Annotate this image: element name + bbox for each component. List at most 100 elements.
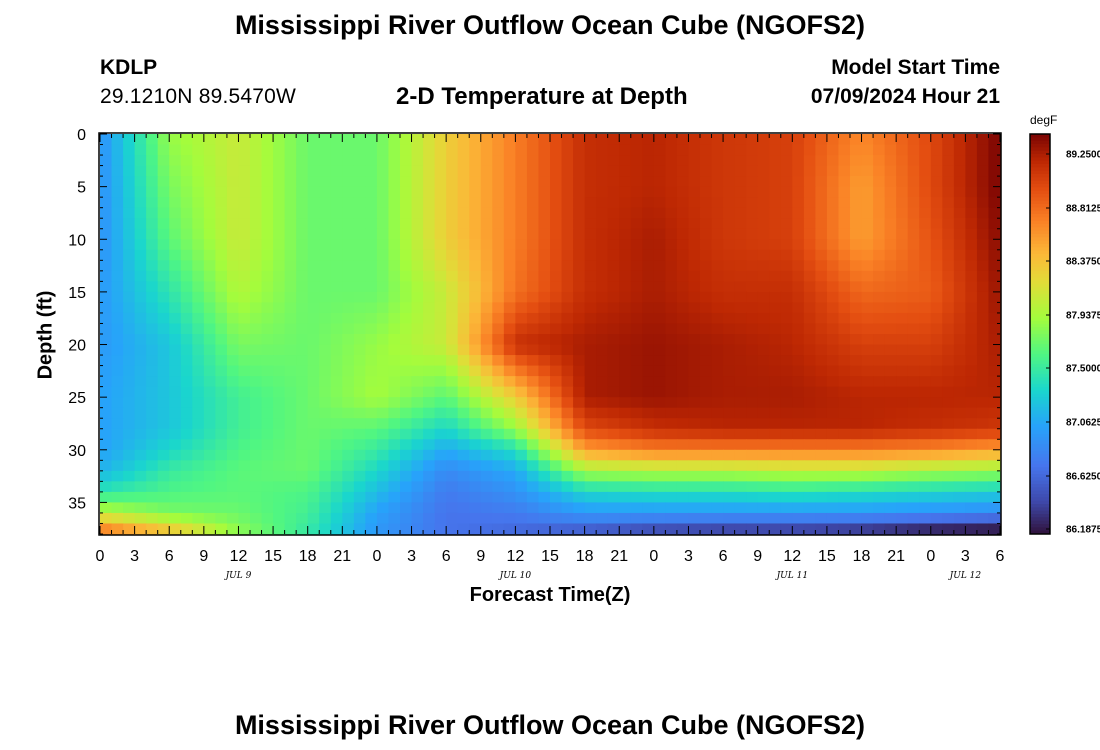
heatmap-cell bbox=[619, 344, 632, 356]
heatmap-cell bbox=[515, 365, 528, 377]
heatmap-cell bbox=[953, 523, 966, 535]
heatmap-cell bbox=[607, 418, 620, 430]
heatmap-cell bbox=[134, 523, 147, 535]
heatmap-cell bbox=[238, 439, 251, 451]
heatmap-cell bbox=[492, 418, 505, 430]
heatmap-cell bbox=[873, 302, 886, 314]
heatmap-cell bbox=[388, 249, 401, 261]
heatmap-cell bbox=[503, 365, 516, 377]
heatmap-cell bbox=[630, 249, 643, 261]
heatmap-cell bbox=[919, 418, 932, 430]
heatmap-cell bbox=[192, 365, 205, 377]
heatmap-cell bbox=[676, 460, 690, 472]
heatmap-cell bbox=[503, 470, 516, 482]
heatmap-cell bbox=[446, 344, 459, 356]
heatmap-cell bbox=[561, 144, 574, 156]
heatmap-cell bbox=[653, 323, 666, 335]
heatmap-cell bbox=[907, 334, 920, 346]
heatmap-cell bbox=[584, 512, 597, 525]
heatmap-cell bbox=[192, 270, 205, 282]
heatmap-cell bbox=[665, 397, 678, 409]
heatmap-cell bbox=[261, 291, 274, 304]
heatmap-cell bbox=[665, 376, 678, 388]
heatmap-cell bbox=[157, 407, 170, 419]
heatmap-cell bbox=[630, 470, 643, 482]
heatmap-cell bbox=[942, 176, 955, 188]
heatmap-cell bbox=[480, 186, 493, 198]
heatmap-cell bbox=[769, 449, 782, 461]
heatmap-cell bbox=[434, 470, 447, 482]
heatmap-cell bbox=[561, 376, 574, 388]
heatmap-cell bbox=[307, 481, 320, 493]
heatmap-cell bbox=[376, 239, 390, 251]
model-start-time: 07/09/2024 Hour 21 bbox=[810, 85, 1000, 108]
heatmap-cell bbox=[815, 207, 828, 219]
heatmap-cell bbox=[907, 460, 920, 472]
heatmap-cell bbox=[123, 481, 136, 493]
heatmap-cell bbox=[226, 439, 240, 451]
heatmap-cell bbox=[700, 176, 713, 188]
heatmap-cell bbox=[665, 197, 678, 209]
colorbar-swatch bbox=[1030, 514, 1050, 518]
heatmap-cell bbox=[457, 197, 470, 209]
heatmap-cell bbox=[861, 218, 874, 230]
heatmap-cell bbox=[953, 281, 966, 293]
colorbar-swatch bbox=[1030, 330, 1050, 335]
heatmap-cell bbox=[411, 176, 424, 188]
heatmap-cell bbox=[688, 302, 701, 314]
heatmap-cell bbox=[261, 334, 274, 346]
heatmap-cell bbox=[838, 386, 851, 398]
heatmap-cell bbox=[746, 144, 759, 156]
heatmap-cell bbox=[307, 197, 320, 209]
heatmap-cell bbox=[515, 418, 528, 430]
heatmap-cell bbox=[526, 407, 540, 419]
heatmap-cell bbox=[584, 418, 597, 430]
heatmap-cell bbox=[884, 270, 897, 282]
heatmap-cell bbox=[988, 397, 1001, 409]
heatmap-cell bbox=[700, 523, 713, 535]
heatmap-cell bbox=[953, 512, 966, 525]
heatmap-cell bbox=[480, 281, 493, 293]
heatmap-cell bbox=[111, 312, 124, 325]
heatmap-cell bbox=[596, 481, 609, 493]
heatmap-cell bbox=[423, 323, 436, 335]
heatmap-cell bbox=[503, 176, 516, 188]
heatmap-cell bbox=[630, 334, 643, 346]
heatmap-cell bbox=[215, 334, 228, 346]
heatmap-cell bbox=[515, 312, 528, 325]
heatmap-cell bbox=[307, 428, 320, 440]
heatmap-cell bbox=[653, 512, 666, 525]
heatmap-cell bbox=[953, 270, 966, 282]
heatmap-cell bbox=[746, 239, 759, 251]
heatmap-cell bbox=[734, 334, 747, 346]
heatmap-cell bbox=[630, 355, 643, 367]
heatmap-cell bbox=[884, 502, 897, 514]
heatmap-cell bbox=[769, 334, 782, 346]
heatmap-cell bbox=[988, 449, 1001, 461]
heatmap-cell bbox=[342, 291, 355, 304]
heatmap-cell bbox=[296, 176, 309, 188]
heatmap-cell bbox=[111, 218, 124, 230]
heatmap-cell bbox=[826, 155, 840, 167]
heatmap-cell bbox=[607, 481, 620, 493]
heatmap-cell bbox=[711, 386, 724, 398]
heatmap-cell bbox=[353, 144, 366, 156]
heatmap-cell bbox=[469, 291, 482, 304]
heatmap-cell bbox=[850, 386, 863, 398]
heatmap-cell bbox=[653, 165, 666, 177]
heatmap-cell bbox=[388, 228, 401, 240]
heatmap-cell bbox=[342, 165, 355, 177]
heatmap-cell bbox=[988, 281, 1001, 293]
heatmap-cell bbox=[642, 449, 655, 461]
heatmap-cell bbox=[573, 302, 586, 314]
heatmap-cell bbox=[919, 134, 932, 146]
heatmap-cell bbox=[111, 144, 124, 156]
heatmap-cell bbox=[411, 481, 424, 493]
heatmap-cell bbox=[907, 365, 920, 377]
heatmap-cell bbox=[400, 207, 413, 219]
heatmap-cell bbox=[700, 302, 713, 314]
colorbar-swatch bbox=[1030, 140, 1050, 145]
heatmap-cell bbox=[538, 249, 551, 261]
heatmap-cell bbox=[100, 439, 113, 451]
heatmap-cell bbox=[307, 355, 320, 367]
